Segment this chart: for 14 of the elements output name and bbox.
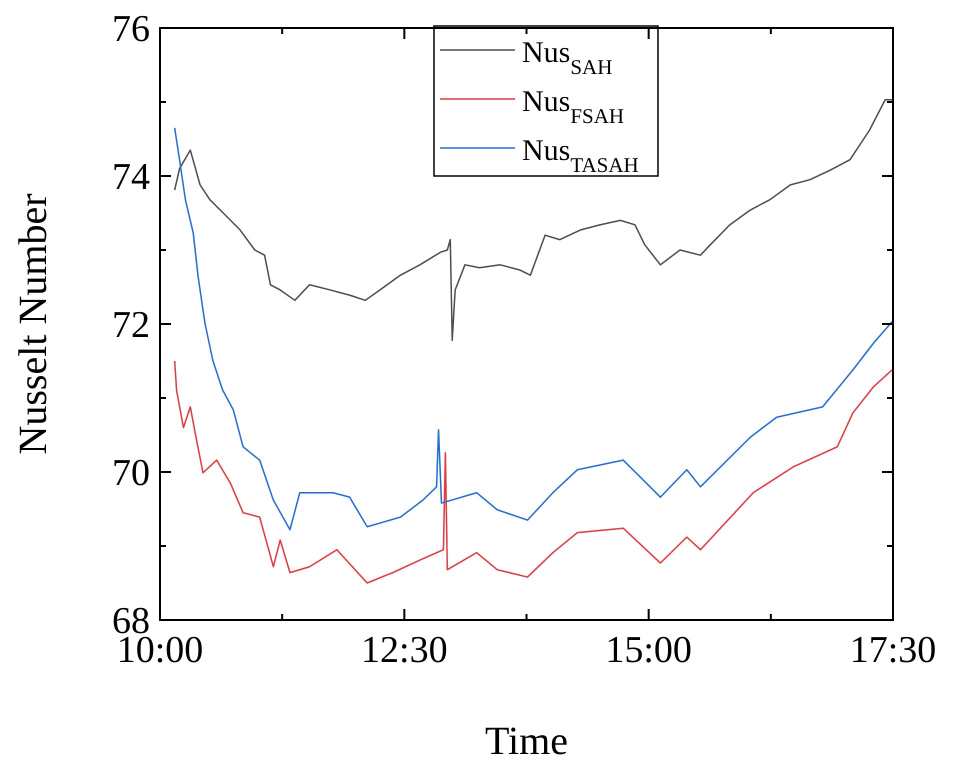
line-series — [174, 127, 893, 530]
y-tick-label: 70 — [112, 452, 150, 494]
legend-label: Nus$_{SAH}$ — [522, 36, 612, 79]
y-tick-label: 72 — [112, 304, 150, 346]
legend-label: Nus$_{TASAH}$ — [522, 134, 639, 177]
x-tick-label: 15:00 — [605, 629, 692, 671]
x-axis-title: Time — [484, 718, 568, 762]
line-series — [174, 360, 893, 584]
x-tick-label: 17:30 — [850, 629, 936, 671]
y-tick-label: 74 — [112, 156, 150, 198]
x-tick-label: 12:30 — [361, 629, 448, 671]
y-tick-label: 76 — [112, 8, 150, 50]
y-axis-title: Nusselt Number — [10, 193, 55, 455]
legend-label: Nus$_{FSAH}$ — [522, 85, 624, 128]
